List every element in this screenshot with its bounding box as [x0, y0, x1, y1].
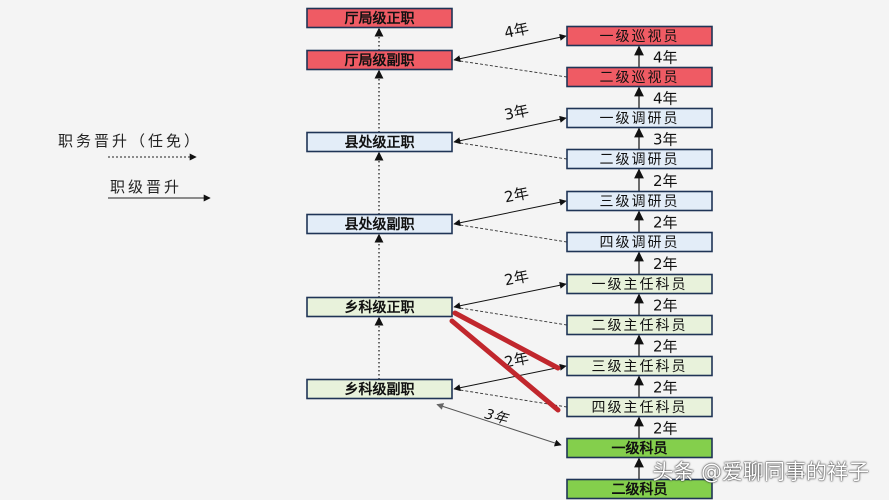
rank-interval-label: 2年 — [653, 255, 678, 273]
rank-interval-label: 4年 — [653, 49, 678, 67]
rank-node: 二级巡视员 — [566, 66, 713, 88]
position-node: 厅局级副职 — [306, 49, 453, 71]
rank-interval-label: 4年 — [653, 90, 678, 108]
appointment-interval-label: 2年 — [503, 267, 531, 289]
rank-node-label: 一级主任科员 — [592, 277, 688, 293]
eligibility-dashed-line — [459, 60, 568, 78]
rank-node-label: 一级科员 — [612, 440, 668, 457]
rank-node: 一级巡视员 — [566, 25, 713, 47]
rank-node-label: 一级调研员 — [600, 111, 680, 127]
position-node-box — [306, 131, 453, 153]
rank-node-label: 一级巡视员 — [600, 29, 680, 45]
rank-node-label: 四级调研员 — [600, 235, 680, 251]
watermark: 头条 @爱聊同事的祥子 — [652, 460, 869, 484]
rank-node-box — [566, 25, 713, 47]
highlight-stroke — [452, 310, 561, 371]
rank-node-box — [566, 478, 713, 500]
rank-node: 四级调研员 — [566, 231, 713, 253]
appointment-interval-label: 2年 — [503, 184, 531, 206]
appointment-link-arrow — [453, 115, 567, 145]
appointment-interval-label: 2年 — [503, 349, 531, 371]
legend-appointment-label: 职务晋升（任免） — [58, 132, 203, 150]
rank-interval-label: 2年 — [653, 214, 678, 232]
appointment-link-arrow — [453, 198, 567, 227]
rank-node-label: 二级主任科员 — [592, 318, 688, 334]
appointment-interval-label: 4年 — [503, 19, 531, 42]
rank-node-box — [566, 437, 713, 459]
position-node-box — [306, 213, 453, 235]
rank-node-label: 二级调研员 — [600, 152, 680, 168]
rank-interval-label: 2年 — [653, 297, 678, 315]
rank-node-label: 二级科员 — [612, 481, 668, 498]
position-node-box — [306, 7, 453, 29]
rank-node-label: 四级主任科员 — [592, 400, 688, 416]
rank-interval-label: 2年 — [653, 338, 678, 356]
rank-node-box — [566, 231, 713, 253]
rank-node: 四级主任科员 — [566, 396, 713, 418]
appointment-interval-label: 3年 — [503, 101, 531, 124]
rank-interval-label: 2年 — [653, 420, 678, 438]
rank-node: 三级主任科员 — [566, 355, 713, 377]
position-node-label: 乡科级副职 — [345, 381, 415, 398]
rank-node-label: 二级巡视员 — [600, 70, 680, 86]
rank-node: 一级调研员 — [566, 107, 713, 129]
rank-interval-label: 2年 — [653, 172, 678, 190]
rank-node-label: 三级调研员 — [600, 194, 680, 210]
rank-node-box — [566, 66, 713, 88]
entry-link-arrow — [436, 403, 562, 447]
rank-interval-label: 3年 — [653, 131, 678, 149]
position-node: 县处级正职 — [306, 131, 453, 153]
appointment-link-arrow — [453, 33, 567, 63]
rank-node-box — [566, 107, 713, 129]
position-node-box — [306, 49, 453, 71]
position-node: 乡科级正职 — [306, 296, 453, 318]
rank-node-box — [566, 314, 713, 336]
position-node: 县处级副职 — [306, 213, 453, 235]
eligibility-dashed-line — [459, 224, 568, 243]
position-node-label: 厅局级副职 — [345, 52, 415, 69]
position-node: 乡科级副职 — [306, 378, 453, 400]
rank-node: 一级主任科员 — [566, 273, 713, 295]
highlight-stroke — [449, 318, 561, 413]
entry-interval-label: 3年 — [483, 406, 511, 428]
appointment-link-arrow — [453, 363, 567, 392]
position-node-box — [306, 378, 453, 400]
rank-node: 二级科员 — [566, 478, 713, 500]
legend-rank-label: 职级晋升 — [110, 178, 183, 196]
rank-node-box — [566, 273, 713, 295]
position-node-label: 厅局级正职 — [345, 10, 415, 27]
rank-node: 三级调研员 — [566, 190, 713, 212]
eligibility-dashed-line — [459, 389, 568, 408]
position-node-label: 县处级副职 — [345, 216, 415, 233]
eligibility-dashed-line — [459, 142, 568, 160]
rank-node-box — [566, 148, 713, 170]
position-node-box — [306, 296, 453, 318]
rank-node-box — [566, 396, 713, 418]
rank-node-box — [566, 190, 713, 212]
appointment-link-arrow — [453, 281, 567, 310]
rank-interval-label: 2年 — [653, 379, 678, 397]
rank-node-label: 三级主任科员 — [592, 359, 688, 375]
position-node-label: 县处级正职 — [345, 134, 415, 151]
rank-node-box — [566, 355, 713, 377]
eligibility-dashed-line — [459, 307, 568, 326]
rank-node: 二级调研员 — [566, 148, 713, 170]
rank-node: 一级科员 — [566, 437, 713, 459]
position-node-label: 乡科级正职 — [345, 299, 415, 316]
rank-node: 二级主任科员 — [566, 314, 713, 336]
position-node: 厅局级正职 — [306, 7, 453, 29]
